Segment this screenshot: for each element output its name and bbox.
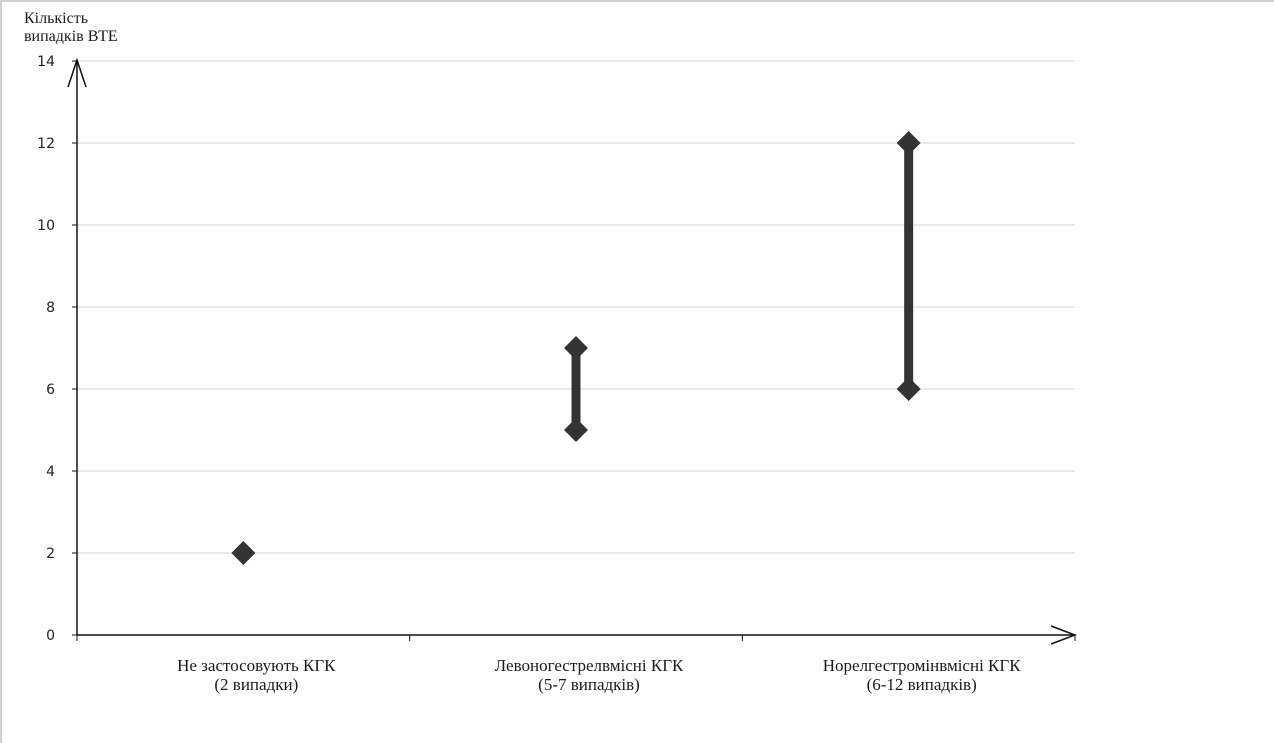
high-marker	[896, 131, 921, 155]
x-category-label-line-1: Не застосовують КГК	[177, 656, 336, 675]
x-category-label-line-2: (5-7 випадків)	[538, 675, 640, 694]
y-axis-label-line-1: Кількість	[24, 10, 89, 27]
y-tick-label: 8	[46, 300, 55, 316]
y-axis-label: Кількість випадків ВТЕ	[24, 10, 184, 46]
y-axis-arrowhead	[67, 57, 87, 88]
x-category-label-line-1: Норелгестромінвмісні КГК	[823, 656, 1021, 675]
y-tick-label: 2	[46, 546, 55, 562]
y-tick-label: 4	[46, 464, 55, 480]
y-tick-label: 10	[37, 218, 55, 234]
y-tick-label: 14	[37, 54, 55, 70]
x-axis-arrowhead	[1050, 625, 1078, 645]
low-marker	[564, 418, 588, 442]
y-tick-label: 12	[37, 136, 55, 152]
low-marker	[896, 377, 921, 401]
x-category-label-line-2: (6-12 випадків)	[867, 675, 977, 694]
x-category-label-line-1: Левоногестрелвмісні КГК	[495, 656, 684, 675]
point-marker	[231, 541, 256, 565]
x-category-label-line-2: (2 випадки)	[214, 675, 298, 694]
y-tick-label: 6	[46, 382, 55, 398]
high-marker	[564, 336, 588, 360]
y-axis-label-line-2: випадків ВТЕ	[24, 28, 118, 45]
y-tick-label: 0	[46, 628, 55, 644]
